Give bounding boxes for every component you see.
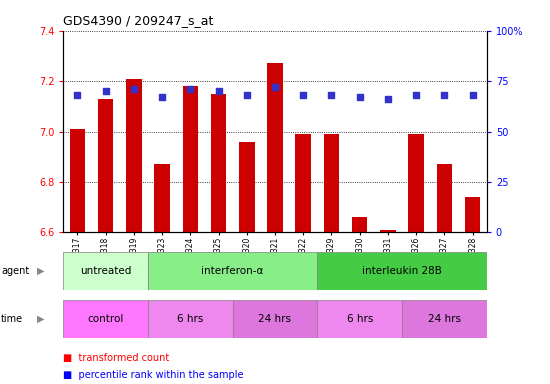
- Point: [186, 86, 195, 92]
- Text: time: time: [1, 314, 23, 324]
- Point: [73, 92, 82, 98]
- Bar: [380, 230, 395, 232]
- Text: control: control: [87, 314, 124, 324]
- Text: agent: agent: [1, 266, 29, 276]
- Bar: [148, 252, 317, 290]
- Text: ■  percentile rank within the sample: ■ percentile rank within the sample: [63, 370, 244, 380]
- Bar: [70, 129, 85, 232]
- Point: [355, 94, 364, 100]
- Bar: [317, 300, 402, 338]
- Bar: [409, 134, 424, 232]
- Text: 6 hrs: 6 hrs: [177, 314, 204, 324]
- Bar: [324, 134, 339, 232]
- Bar: [233, 300, 317, 338]
- Point: [383, 96, 392, 102]
- Text: 24 hrs: 24 hrs: [428, 314, 461, 324]
- Bar: [317, 252, 487, 290]
- Bar: [155, 164, 170, 232]
- Bar: [267, 63, 283, 232]
- Point: [412, 92, 421, 98]
- Point: [158, 94, 167, 100]
- Bar: [352, 217, 367, 232]
- Text: ■  transformed count: ■ transformed count: [63, 353, 169, 363]
- Point: [243, 92, 251, 98]
- Bar: [63, 252, 148, 290]
- Text: ▶: ▶: [37, 266, 45, 276]
- Bar: [239, 142, 255, 232]
- Bar: [148, 300, 233, 338]
- Text: interleukin 28B: interleukin 28B: [362, 266, 442, 276]
- Bar: [295, 134, 311, 232]
- Text: 24 hrs: 24 hrs: [258, 314, 292, 324]
- Point: [271, 84, 279, 90]
- Bar: [98, 99, 113, 232]
- Bar: [465, 197, 480, 232]
- Bar: [126, 79, 141, 232]
- Bar: [63, 300, 148, 338]
- Point: [299, 92, 307, 98]
- Point: [214, 88, 223, 94]
- Text: GDS4390 / 209247_s_at: GDS4390 / 209247_s_at: [63, 14, 213, 27]
- Point: [440, 92, 449, 98]
- Bar: [402, 300, 487, 338]
- Point: [129, 86, 138, 92]
- Text: 6 hrs: 6 hrs: [346, 314, 373, 324]
- Point: [101, 88, 110, 94]
- Bar: [211, 94, 226, 232]
- Bar: [183, 86, 198, 232]
- Point: [327, 92, 336, 98]
- Text: untreated: untreated: [80, 266, 131, 276]
- Text: ▶: ▶: [37, 314, 45, 324]
- Text: interferon-α: interferon-α: [201, 266, 264, 276]
- Bar: [437, 164, 452, 232]
- Point: [468, 92, 477, 98]
